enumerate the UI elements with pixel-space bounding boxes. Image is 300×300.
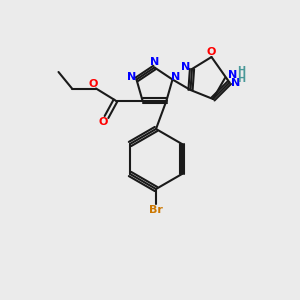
- Text: O: O: [99, 116, 108, 127]
- Text: H: H: [237, 74, 246, 85]
- Text: N: N: [231, 77, 240, 88]
- Text: N: N: [150, 57, 159, 67]
- Text: O: O: [88, 79, 98, 89]
- Text: N: N: [171, 71, 180, 82]
- Text: H: H: [237, 65, 246, 76]
- Text: N: N: [182, 62, 190, 73]
- Text: O: O: [207, 46, 216, 57]
- Text: N: N: [228, 70, 237, 80]
- Text: N: N: [128, 71, 136, 82]
- Text: Br: Br: [149, 205, 163, 215]
